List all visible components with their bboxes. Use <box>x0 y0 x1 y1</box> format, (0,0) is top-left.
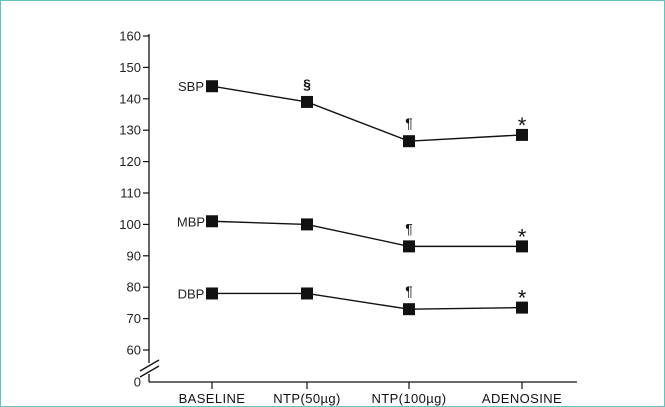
series-line-sbp <box>211 85 523 142</box>
series-label-sbp: SBP <box>178 79 204 94</box>
y-tick-label: 60 <box>127 343 141 358</box>
axis-break-mark <box>139 365 160 378</box>
y-tick-label: 120 <box>119 154 141 169</box>
significance-marker: * <box>518 224 527 249</box>
x-category-label: NTP(100µg) <box>371 391 446 406</box>
y-tick-label: 160 <box>119 29 141 44</box>
series-label-dbp: DBP <box>178 286 205 301</box>
series-group: SBP § ¶ * MBP ¶ * DBP ¶ * <box>177 76 528 316</box>
y-tick-label: 130 <box>119 123 141 138</box>
y-tick-label: 100 <box>119 217 141 232</box>
series-line-mbp <box>211 220 522 248</box>
significance-marker: ¶ <box>405 220 413 236</box>
significance-marker: ¶ <box>405 283 413 299</box>
data-point-mbp <box>301 218 313 231</box>
data-point-mbp <box>403 240 415 253</box>
data-point-dbp <box>301 287 313 300</box>
data-point-sbp <box>206 80 218 93</box>
significance-marker: § <box>303 76 311 92</box>
data-point-mbp <box>516 240 528 253</box>
significance-marker: ¶ <box>405 115 413 131</box>
data-point-dbp <box>206 287 218 300</box>
y-axis-ticks: 0 60 70 80 90 100 110 120 130 140 150 160 <box>119 29 149 390</box>
significance-marker: * <box>518 113 527 138</box>
y-tick-label: 80 <box>127 280 141 295</box>
data-point-sbp <box>403 135 415 148</box>
data-point-sbp <box>301 95 313 108</box>
x-axis-ticks: BASELINE NTP(50µg) NTP(100µg) ADENOSINE <box>179 382 562 406</box>
x-category-label: NTP(50µg) <box>273 391 340 406</box>
y-tick-label: 140 <box>119 91 141 106</box>
y-tick-label: 110 <box>120 186 141 201</box>
x-category-label: ADENOSINE <box>482 391 562 406</box>
data-point-sbp <box>516 128 528 141</box>
y-tick-label: 90 <box>127 248 141 263</box>
data-point-mbp <box>206 215 218 228</box>
series-label-mbp: MBP <box>177 214 205 229</box>
series-line-dbp <box>212 292 523 310</box>
data-point-dbp <box>403 303 415 316</box>
chart-axes <box>139 34 577 383</box>
y-tick-label: 70 <box>127 311 141 326</box>
y-tick-label: 150 <box>119 60 141 75</box>
data-point-dbp <box>516 301 528 314</box>
significance-marker: * <box>518 286 527 311</box>
x-category-label: BASELINE <box>179 391 246 406</box>
axis-break-mark <box>139 359 160 372</box>
y-tick-label: 0 <box>134 375 141 390</box>
